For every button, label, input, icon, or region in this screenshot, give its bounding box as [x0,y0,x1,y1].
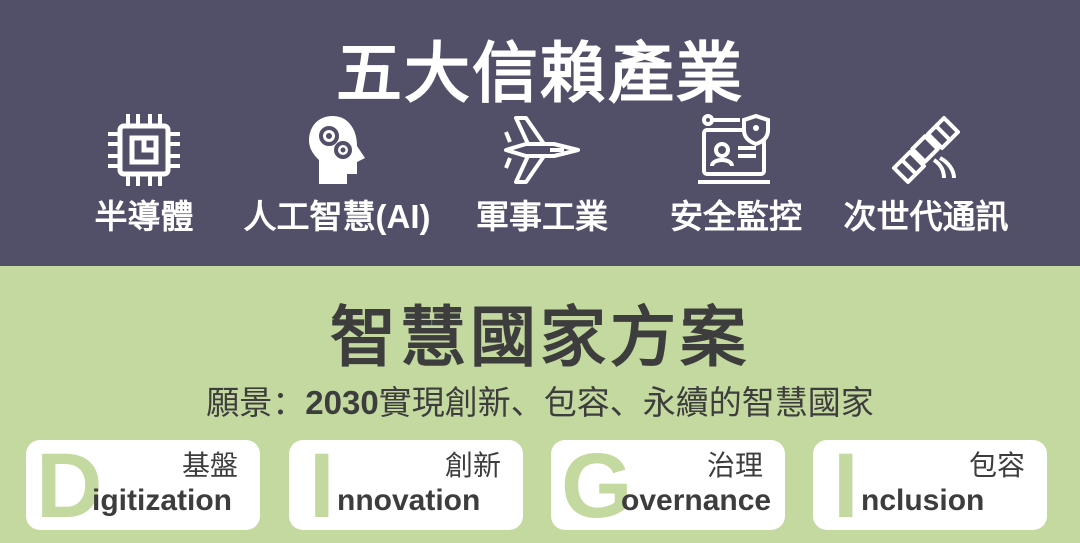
card-initial: D [36,440,103,530]
digi-card-governance: G 治理 overnance [551,440,785,530]
satellite-icon [892,116,960,184]
digi-card-inclusion: I 包容 nclusion [813,440,1047,530]
vision-prefix: 願景： [206,384,306,421]
vision-statement: 願景：2030實現創新、包容、永續的智慧國家 [0,376,1080,424]
digi-card-digitization: D 基盤 igitization [26,440,260,530]
smart-nation-section: 智慧國家方案 願景：2030實現創新、包容、永續的智慧國家 D 基盤 igiti… [0,266,1080,543]
section-title: 智慧國家方案 [330,300,750,374]
card-chinese-label: 基盤 [181,450,238,481]
industry-semiconductor: 半導體 [44,112,244,235]
industry-military: 軍事工業 [442,112,642,235]
industry-label: 半導體 [94,198,194,235]
brain-gears-icon [309,116,365,184]
card-english-label: overnance [621,484,772,517]
card-english-label: nnovation [337,484,481,517]
vision-text: 實現創新、包容、永續的智慧國家 [378,384,874,421]
card-initial: I [833,440,859,530]
card-english-label: nclusion [861,484,985,517]
digi-card-innovation: I 創新 nnovation [289,440,523,530]
industry-label: 安全監控 [670,198,802,235]
industry-label: 軍事工業 [476,198,608,235]
industry-label: 人工智慧(AI) [243,198,431,235]
fighter-jet-icon [504,116,580,184]
security-monitor-icon [698,113,770,184]
vision-year: 2030 [305,384,379,421]
industry-ai: 人工智慧(AI) [237,112,437,235]
card-english-label: igitization [92,484,232,517]
chip-icon [108,114,180,186]
card-initial: I [309,440,335,530]
industry-label: 次世代通訊 [843,198,1009,235]
card-chinese-label: 包容 [968,450,1025,481]
card-chinese-label: 創新 [444,450,501,481]
industry-security: 安全監控 [636,112,836,235]
section-title: 五大信賴產業 [336,36,744,110]
card-chinese-label: 治理 [706,450,763,481]
industry-next-gen-comms: 次世代通訊 [826,112,1026,235]
card-initial: G [561,440,633,530]
trusted-industries-section: 五大信賴產業 半導體 人工智慧(AI) [0,0,1080,266]
